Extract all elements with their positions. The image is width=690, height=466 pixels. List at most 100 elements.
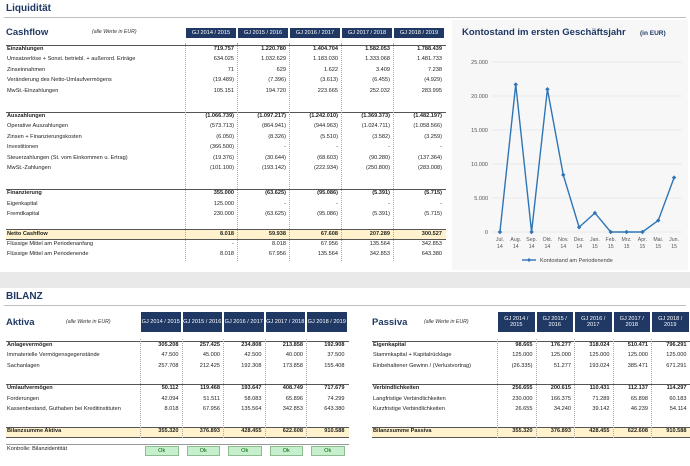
cell-value: 42.500 [244, 352, 262, 359]
x-tick-label: Feb. 15 [606, 237, 616, 250]
cell-value: (1.482.197) [413, 113, 442, 119]
table-note: (alle Werte in EUR) [424, 319, 469, 325]
cell-value: - [388, 144, 390, 151]
group-rule [372, 383, 690, 385]
cell-value: 385.471 [627, 362, 648, 369]
cell-value: 1.788.439 [417, 46, 442, 52]
row-label: Netto Cashflow [7, 230, 48, 237]
cell-value: 51.511 [203, 395, 220, 402]
cell-value: 643.380 [324, 406, 345, 412]
row-label: MwSt.-Einzahlungen [7, 87, 59, 94]
cell-value: 71 [227, 66, 234, 73]
column-header: GJ 2017 / 2018 [265, 312, 305, 332]
check-value: Ok [269, 445, 303, 456]
total-row [6, 229, 446, 241]
total-row [372, 426, 690, 439]
row-label: Langfristige Verbindlichkeiten [373, 395, 446, 402]
cell-value: - [336, 144, 338, 151]
cell-value: 355.320 [158, 428, 179, 435]
cell-value: 1.481.733 [417, 56, 442, 63]
cell-value: (30.644) [265, 154, 286, 161]
cell-value: (26.335) [511, 362, 533, 369]
cell-value: 223.665 [317, 87, 338, 94]
row-label: Eigenkapital [373, 342, 406, 348]
point-marker [545, 87, 550, 92]
cell-value: 230.000 [512, 395, 533, 402]
row-label: Kassenbestand, Guthaben bei Kreditinstit… [7, 406, 121, 412]
group-rule [6, 188, 446, 190]
column-divider [612, 339, 614, 438]
row-label: Flüssige Mittel am Periodenende [7, 251, 89, 258]
row-label: Forderungen [7, 395, 40, 402]
column-header: GJ 2018 / 2019 [652, 312, 689, 332]
row-label: Auszahlungen [7, 113, 46, 119]
cell-value: 34.240 [553, 406, 571, 412]
column-divider [535, 339, 537, 438]
column-header: GJ 2015 / 2016 [536, 312, 573, 332]
cell-value: (222.934) [314, 165, 338, 171]
cell-value: (283.008) [418, 165, 442, 171]
group-rule [6, 44, 446, 46]
cell-value: 1.032.629 [261, 56, 286, 63]
cell-value: 42.094 [161, 395, 179, 402]
cell-value: 428.455 [241, 428, 262, 435]
x-tick-label: Mai. 15 [653, 237, 663, 250]
chart-title: Kontostand im ersten Geschäftsjahr [462, 27, 626, 38]
cell-value: (3.582) [372, 133, 390, 140]
row-label: Kurzfristige Verbindlichkeiten [373, 406, 445, 412]
cell-value: 110.431 [589, 385, 610, 392]
cell-value: (1.024.711) [361, 123, 390, 130]
cell-value: 60.183 [669, 395, 687, 402]
cell-value: 51.277 [553, 362, 571, 369]
cell-value: (5.510) [320, 133, 338, 140]
cell-value: 46.239 [630, 406, 648, 412]
row-label: Einbehaltener Gewinn / (Verlustvortrag) [373, 362, 471, 369]
cell-value: 67.608 [320, 230, 338, 237]
column-header: GJ 2018 / 2019 [394, 28, 444, 38]
cell-value: 125.000 [627, 352, 648, 359]
cell-value: 194.720 [265, 87, 286, 94]
cell-value: 428.455 [589, 428, 610, 435]
cell-value: (193.142) [262, 165, 286, 171]
row-label: Umlaufvermögen [7, 385, 53, 392]
point-marker [608, 229, 613, 235]
cell-value: (366.500) [210, 144, 234, 151]
cell-value: 342.853 [369, 251, 390, 258]
x-tick-label: Mrz. 15 [622, 237, 632, 250]
cell-value: 305.208 [158, 342, 179, 348]
y-tick-label: 0 [485, 230, 488, 236]
cell-value: 300.527 [421, 230, 442, 237]
cell-value: (1.066.739) [205, 113, 234, 119]
cell-value: 355.000 [213, 190, 234, 197]
x-tick-label: Okt. 14 [543, 237, 553, 250]
point-marker [576, 225, 582, 230]
section-title: BILANZ [6, 291, 43, 302]
column-divider [223, 339, 224, 438]
cell-value: 155.408 [324, 362, 345, 369]
cell-value: - [232, 241, 234, 247]
row-label: Bilanzsumme Passiva [373, 428, 432, 435]
column-divider [289, 43, 290, 261]
cell-value: - [284, 144, 286, 151]
row-label: Immaterielle Vermögensgegenstände [7, 352, 100, 359]
cell-value: (1.097.217) [257, 113, 286, 119]
cell-value: 125.000 [666, 352, 687, 359]
row-label: Umsatzerlöse + Sonst. betriebl. + außero… [7, 56, 136, 63]
group-rule [6, 383, 349, 385]
cell-value: 50.112 [161, 385, 179, 392]
cell-value: 1.183.030 [313, 56, 338, 63]
cell-value: 719.757 [213, 46, 234, 52]
cell-value: 192.908 [324, 342, 345, 348]
cell-value: (5.391) [372, 190, 390, 197]
cell-value: 192.308 [241, 362, 262, 369]
row-label: Operative Auszahlungen [7, 123, 68, 130]
y-tick-label: 25.000 [471, 60, 488, 66]
cell-value: (3.613) [320, 77, 338, 84]
cell-value: 1.582.053 [365, 46, 390, 52]
table-note: (alle Werte in EUR) [66, 319, 111, 325]
group-rule [6, 340, 349, 342]
cell-value: (6.455) [372, 77, 390, 84]
column-header: GJ 2016 / 2017 [290, 28, 340, 38]
row-label: Steuerzahlungen (St. vom Einkommen u. Er… [7, 154, 128, 161]
table-note: (alle Werte in EUR) [92, 29, 137, 35]
